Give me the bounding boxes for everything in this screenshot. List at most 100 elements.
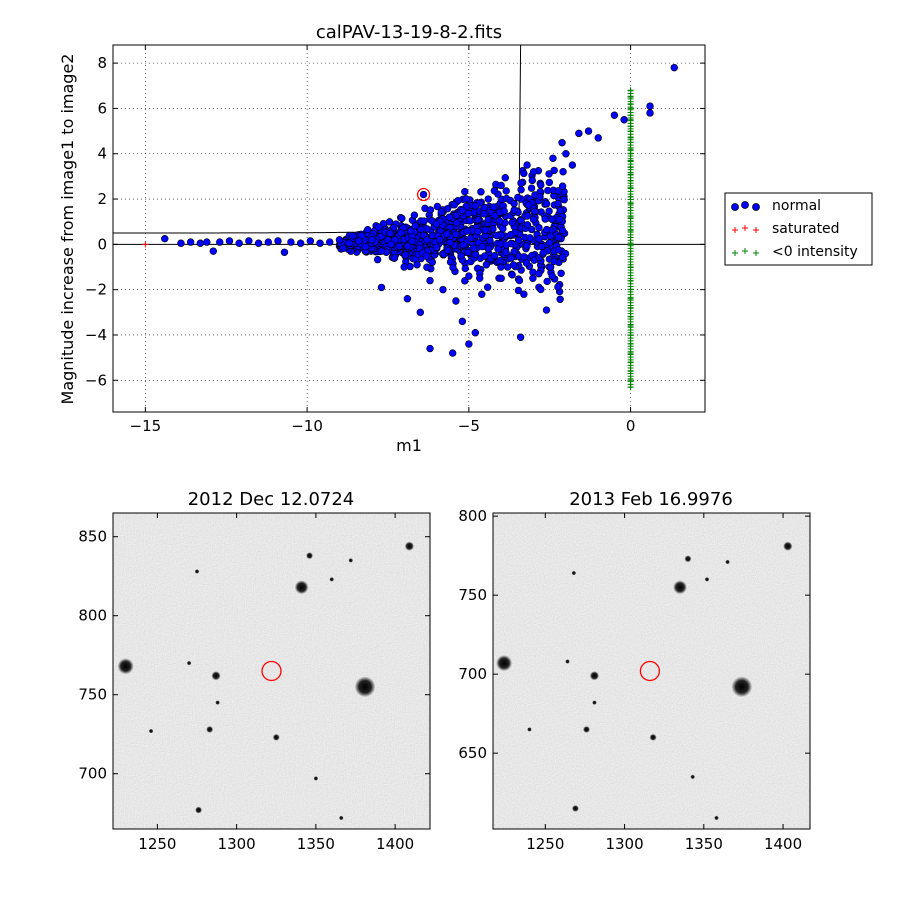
image-right-background bbox=[493, 513, 810, 829]
normal-point bbox=[546, 232, 555, 240]
star bbox=[195, 806, 203, 814]
normal-point bbox=[524, 201, 533, 209]
legend-label-normal: normal bbox=[772, 198, 821, 214]
normal-point bbox=[554, 187, 562, 195]
normal-point bbox=[398, 214, 406, 223]
normal-point bbox=[520, 253, 528, 261]
normal-point bbox=[514, 286, 523, 295]
scatter-plot: −15 −10 −5 0 −6 −4 −2 0 2 4 6 8 calPAV-13-19-8-2.fi… bbox=[58, 22, 706, 455]
normal-point bbox=[426, 276, 434, 285]
x-tick-label: −15 bbox=[130, 417, 162, 435]
normal-point bbox=[558, 226, 567, 235]
normal-point bbox=[361, 242, 370, 251]
normal-point bbox=[216, 238, 224, 246]
normal-point bbox=[439, 285, 447, 294]
normal-point bbox=[450, 201, 459, 209]
star bbox=[117, 658, 134, 675]
normal-point bbox=[463, 227, 471, 235]
normal-point bbox=[548, 272, 556, 280]
normal-point bbox=[545, 238, 554, 247]
y-tick-label: 2 bbox=[97, 190, 107, 208]
normal-point bbox=[459, 241, 468, 249]
normal-point bbox=[539, 249, 547, 257]
normal-point bbox=[503, 263, 512, 271]
image-x-tick-label: 1350 bbox=[297, 835, 335, 853]
normal-point bbox=[558, 139, 566, 147]
normal-point bbox=[422, 252, 430, 260]
normal-point bbox=[480, 210, 488, 218]
normal-point bbox=[497, 274, 505, 283]
normal-point bbox=[502, 248, 510, 256]
normal-point bbox=[254, 239, 263, 247]
normal-point bbox=[543, 277, 551, 286]
normal-point bbox=[502, 241, 510, 249]
star bbox=[404, 541, 414, 551]
normal-point bbox=[527, 225, 536, 234]
normal-point bbox=[444, 246, 452, 255]
normal-point bbox=[496, 257, 504, 265]
image-x-tick-label: 1300 bbox=[605, 835, 643, 853]
normal-point bbox=[235, 239, 243, 247]
image-x-tick-label: 1350 bbox=[685, 835, 723, 853]
y-tick-label: 6 bbox=[97, 99, 107, 117]
normal-point bbox=[413, 261, 421, 269]
scatter-points bbox=[142, 63, 678, 391]
star bbox=[194, 569, 200, 574]
normal-point bbox=[416, 308, 425, 317]
normal-point bbox=[523, 242, 531, 250]
normal-point bbox=[196, 239, 205, 247]
normal-point bbox=[545, 207, 553, 215]
normal-point bbox=[375, 223, 383, 231]
normal-point bbox=[520, 169, 528, 178]
normal-point bbox=[395, 242, 404, 251]
normal-point bbox=[335, 236, 344, 244]
normal-point bbox=[491, 251, 499, 260]
normal-point bbox=[296, 239, 305, 247]
star bbox=[148, 728, 154, 734]
image-y-tick-label: 750 bbox=[458, 586, 487, 604]
x-tick-label: −5 bbox=[458, 417, 480, 435]
star bbox=[731, 676, 753, 698]
normal-point bbox=[508, 271, 516, 279]
normal-point bbox=[471, 329, 480, 337]
normal-point bbox=[541, 215, 549, 223]
normal-point bbox=[408, 237, 416, 245]
normal-point bbox=[400, 263, 408, 271]
normal-point bbox=[471, 250, 480, 259]
normal-point bbox=[465, 340, 473, 348]
normal-point bbox=[556, 206, 565, 215]
normal-point bbox=[554, 199, 562, 208]
normal-point bbox=[510, 206, 518, 214]
image-x-tick-label: 1250 bbox=[526, 835, 564, 853]
star bbox=[684, 555, 692, 563]
y-tick-label: 8 bbox=[97, 54, 107, 72]
normal-point bbox=[403, 242, 412, 250]
normal-point bbox=[535, 270, 543, 278]
normal-point bbox=[462, 195, 470, 203]
normal-point bbox=[536, 193, 544, 201]
image-right-title: 2013 Feb 16.9976 bbox=[569, 489, 733, 510]
normal-point bbox=[520, 290, 528, 298]
normal-point bbox=[499, 225, 507, 233]
legend-marker-normal bbox=[731, 201, 760, 211]
normal-point bbox=[476, 274, 484, 282]
image-x-tick-label: 1400 bbox=[376, 835, 414, 853]
normal-point bbox=[306, 237, 315, 245]
normal-point bbox=[452, 230, 460, 238]
image-right-target-circle bbox=[639, 660, 661, 682]
image-right-stars bbox=[496, 541, 793, 821]
normal-point bbox=[548, 215, 556, 224]
normal-point bbox=[390, 254, 399, 262]
normal-point bbox=[457, 252, 465, 260]
scatter-xlabel: m1 bbox=[396, 436, 422, 455]
normal-point bbox=[493, 231, 501, 240]
normal-point bbox=[517, 216, 525, 225]
image-y-tick-label: 850 bbox=[78, 528, 107, 546]
image-left-frame bbox=[112, 512, 431, 830]
normal-point bbox=[386, 229, 394, 238]
legend-label-negative-intensity: <0 intensity bbox=[772, 244, 858, 260]
normal-point bbox=[514, 193, 522, 202]
star bbox=[206, 726, 214, 733]
image-y-tick-label: 800 bbox=[78, 607, 107, 625]
normal-point bbox=[387, 240, 395, 249]
